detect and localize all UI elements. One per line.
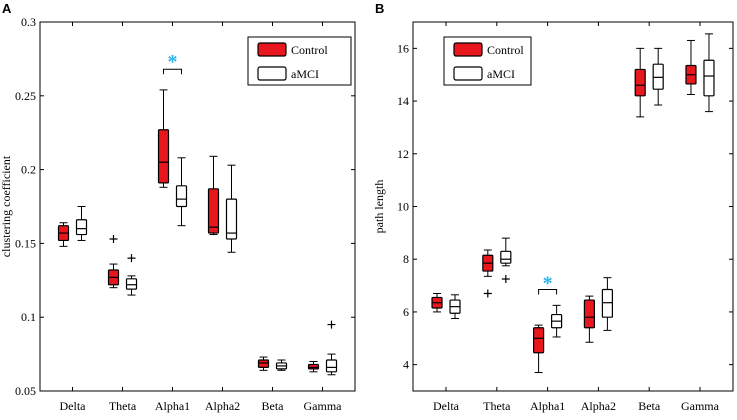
control-box-theta-outlier	[109, 234, 118, 243]
x-tick-label-beta: Beta	[262, 399, 285, 413]
y-tick-label: 0.15	[15, 236, 36, 250]
x-tick-label-alpha1: Alpha1	[155, 399, 190, 413]
y-tick-label: 0.25	[15, 89, 36, 103]
x-tick-label-theta: Theta	[483, 399, 511, 413]
panel-a-label: A	[2, 1, 12, 16]
amci-box-gamma	[703, 59, 715, 97]
x-tick-label-alpha1: Alpha1	[530, 399, 565, 413]
y-tick-label: 0.05	[15, 384, 36, 398]
legend-swatch-control	[257, 42, 287, 57]
amci-box-theta	[125, 278, 138, 290]
amci-box-gamma-outlier	[327, 320, 336, 329]
x-tick-label-delta: Delta	[60, 399, 87, 413]
y-axis-label: path length	[372, 180, 386, 234]
panel-b-label: B	[375, 1, 384, 16]
y-tick-label: 14	[397, 94, 409, 108]
y-tick-label: 0.1	[21, 310, 36, 324]
y-tick-label: 16	[397, 41, 409, 55]
control-box-alpha1	[533, 327, 545, 354]
legend-swatch-control	[453, 42, 483, 57]
significance-star: *	[543, 272, 553, 294]
significance-star: *	[168, 51, 178, 73]
legend-swatch-amci	[453, 66, 483, 81]
y-tick-label: 8	[403, 252, 409, 266]
y-tick-label: 6	[403, 305, 409, 319]
x-tick-label-gamma: Gamma	[304, 399, 343, 413]
y-tick-label: 0.3	[21, 15, 36, 29]
legend-label-amci: aMCI	[291, 67, 319, 81]
y-tick-label: 4	[403, 358, 409, 372]
significance-bracket	[163, 68, 182, 75]
amci-box-theta-outlier	[501, 274, 510, 283]
legend-swatch-amci	[257, 66, 287, 81]
amci-box-theta	[500, 250, 512, 264]
amci-box-gamma	[325, 359, 338, 373]
control-box-alpha2	[207, 188, 220, 234]
x-tick-label-delta: Delta	[433, 399, 460, 413]
legend-label-control: Control	[487, 43, 524, 57]
panel-b-chart: 4 6 8 10 12 14 16 path length Delta Theta Alpha1 Al…	[372, 21, 734, 413]
amci-box-beta	[652, 63, 664, 90]
control-box-alpha2	[583, 299, 595, 329]
amci-box-theta-outlier	[127, 254, 136, 263]
control-box-gamma	[307, 363, 320, 370]
y-tick-label: 12	[397, 147, 409, 161]
legend-label-amci: aMCI	[487, 67, 515, 81]
y-axis-label: clustering coefficient	[0, 155, 13, 257]
y-tick-label: 0.2	[21, 163, 36, 177]
legend-label-control: Control	[291, 43, 328, 57]
panel-a-chart: 0.05 0.1 0.15 0.2 0.25 0.3 clustering coeffici…	[0, 15, 356, 413]
amci-box-alpha2	[601, 288, 613, 318]
control-box-alpha1	[157, 129, 170, 184]
significance-bracket	[538, 289, 558, 295]
amci-box-alpha1	[175, 185, 188, 208]
x-tick-label-theta: Theta	[109, 399, 137, 413]
control-box-theta-outlier	[483, 289, 492, 298]
x-tick-label-beta: Beta	[638, 399, 661, 413]
y-tick-label: 10	[397, 200, 409, 214]
amci-box-delta	[75, 219, 88, 236]
x-tick-label-alpha2: Alpha2	[581, 399, 616, 413]
x-tick-label-gamma: Gamma	[681, 399, 720, 413]
control-box-beta	[257, 359, 270, 368]
amci-box-alpha2	[225, 198, 238, 240]
x-tick-label-alpha2: Alpha2	[205, 399, 240, 413]
control-box-beta	[634, 68, 646, 97]
plot-frame	[39, 21, 356, 392]
